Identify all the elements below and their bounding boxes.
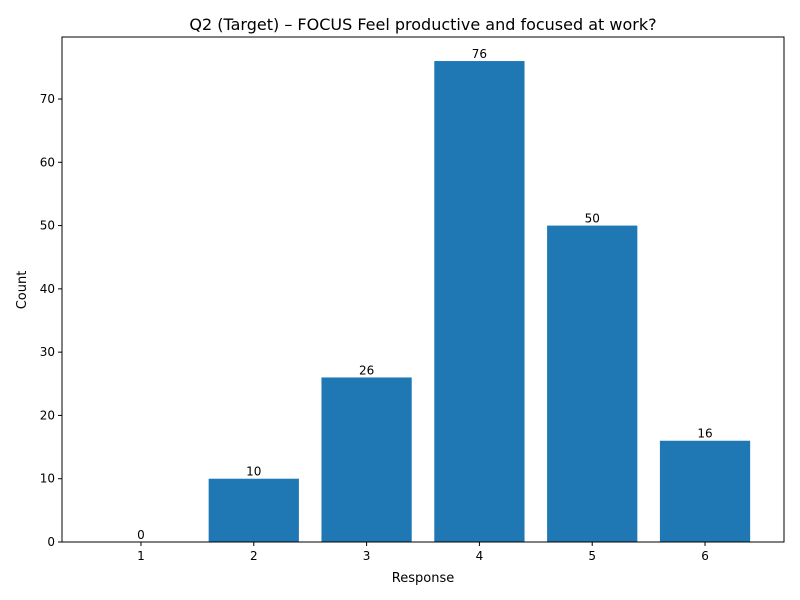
y-tick-label-50: 50	[40, 219, 55, 233]
chart-title: Q2 (Target) – FOCUS Feel productive and …	[189, 15, 656, 34]
bar-5	[547, 225, 638, 542]
y-tick-label-40: 40	[40, 282, 55, 296]
y-tick-label-70: 70	[40, 92, 55, 106]
bar-3	[321, 377, 412, 542]
x-axis-label: Response	[392, 571, 454, 586]
data-label-6: 16	[697, 427, 712, 441]
bars-group	[208, 61, 751, 543]
y-tick-label-10: 10	[40, 472, 55, 486]
x-tick-label-5: 5	[588, 549, 596, 563]
x-tick-label-6: 6	[701, 549, 709, 563]
data-label-3: 26	[359, 363, 374, 377]
x-tick-label-4: 4	[476, 549, 484, 563]
x-tick-label-3: 3	[363, 549, 371, 563]
y-axis-ticks: 0 10 20 30 40 50 60 70	[40, 92, 62, 549]
bar-4	[434, 61, 525, 543]
bar-6	[659, 440, 751, 542]
y-tick-label-20: 20	[40, 408, 55, 422]
data-label-1: 0	[137, 528, 145, 542]
x-tick-label-2: 2	[250, 549, 258, 563]
data-label-5: 50	[585, 212, 600, 226]
x-tick-label-1: 1	[137, 549, 145, 563]
plot-frame	[61, 36, 785, 543]
y-tick-label-30: 30	[40, 345, 55, 359]
bar-2	[208, 478, 299, 542]
data-label-4: 76	[472, 47, 487, 61]
data-labels-group: 0 10 26 76 50 16	[137, 47, 713, 542]
x-axis-ticks: 1 2 3 4 5 6	[137, 542, 709, 563]
y-tick-label-60: 60	[40, 155, 55, 169]
y-axis-label: Count	[15, 271, 30, 310]
y-tick-label-0: 0	[47, 535, 55, 549]
data-label-2: 10	[246, 465, 261, 479]
